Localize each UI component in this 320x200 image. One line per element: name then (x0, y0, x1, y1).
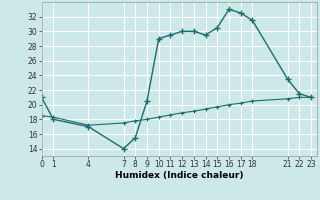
X-axis label: Humidex (Indice chaleur): Humidex (Indice chaleur) (115, 171, 244, 180)
